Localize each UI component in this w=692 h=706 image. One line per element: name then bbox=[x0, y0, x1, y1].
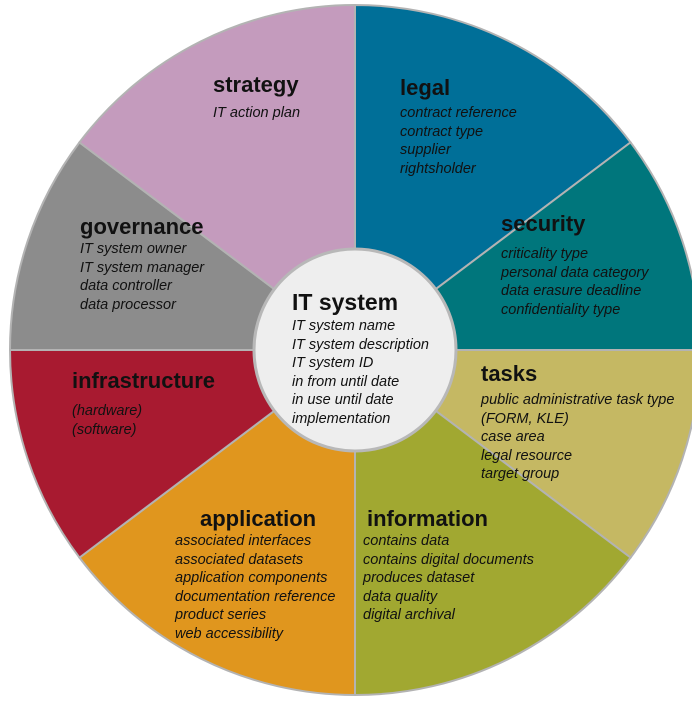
segment-legal-wedge bbox=[354, 3, 632, 353]
item-text: IT system manager bbox=[80, 259, 205, 276]
item-text: (hardware) bbox=[72, 403, 143, 419]
segment-application-wedge bbox=[78, 347, 356, 697]
item-text: rightsholder bbox=[400, 160, 476, 177]
item-text: public administrative task type bbox=[481, 392, 675, 408]
item-text: criticality type bbox=[501, 246, 589, 262]
item-text: supplier bbox=[400, 142, 451, 159]
security-items: criticality type personal data category da… bbox=[501, 245, 649, 319]
item-text: associated interfaces bbox=[175, 533, 312, 549]
application-items: associated interfaces associated datasets… bbox=[175, 532, 335, 644]
segment-security: security criticality type personal data c… bbox=[501, 211, 649, 319]
item-text: application components bbox=[175, 570, 328, 587]
segment-governance: governance IT system owner IT system mana… bbox=[80, 214, 204, 314]
item-text: confidentiality type bbox=[501, 301, 621, 318]
legal-title: legal bbox=[400, 75, 451, 100]
segment-information-wedge bbox=[354, 347, 632, 697]
strategy-items: IT action plan bbox=[213, 104, 300, 123]
item-text: data erasure deadline bbox=[501, 283, 642, 300]
item-text: personal data category bbox=[501, 264, 649, 281]
segment-infrastructure: infrastructure (hardware) (software) bbox=[72, 368, 215, 439]
item-text: web accessibility bbox=[175, 625, 283, 642]
governance-items: IT system owner IT system manager data con… bbox=[80, 240, 204, 314]
segment-application: application associated interfaces associa… bbox=[175, 506, 335, 644]
item-text: (software) bbox=[72, 421, 137, 438]
item-text: IT system owner bbox=[80, 241, 187, 257]
item-text: contains data bbox=[363, 533, 450, 549]
application-title: application bbox=[200, 506, 317, 531]
infrastructure-items: (hardware) (software) bbox=[72, 402, 215, 439]
item-text: associated datasets bbox=[175, 551, 304, 568]
information-title: information bbox=[367, 506, 488, 531]
governance-title: governance bbox=[80, 214, 204, 239]
item-text: contract type bbox=[400, 123, 484, 140]
item-text: case area bbox=[481, 429, 545, 446]
item-text: contains digital documents bbox=[363, 551, 534, 568]
center-hub bbox=[252, 247, 458, 453]
center-items: IT system name IT system description IT sy… bbox=[292, 317, 429, 429]
item-text: product series bbox=[175, 607, 267, 624]
item-text: target group bbox=[481, 466, 560, 483]
segment-legal: legal contract reference contract type sup… bbox=[400, 75, 517, 178]
center-title: IT system bbox=[292, 289, 399, 315]
infrastructure-title: infrastructure bbox=[72, 368, 216, 393]
strategy-title: strategy bbox=[213, 72, 299, 97]
item-text: IT system description bbox=[292, 336, 429, 353]
item-text: in from until date bbox=[292, 373, 400, 390]
item-text: data quality bbox=[363, 588, 438, 605]
information-items: contains data contains digital documents p… bbox=[363, 532, 534, 625]
center-text: IT system IT system name IT system descri… bbox=[292, 289, 429, 429]
item-text: digital archival bbox=[363, 607, 455, 624]
item-text: IT system name bbox=[292, 318, 396, 334]
item-text: data processor bbox=[80, 296, 176, 313]
segment-strategy-wedge bbox=[78, 3, 356, 353]
item-text: IT action plan bbox=[213, 105, 301, 121]
tasks-title: tasks bbox=[481, 361, 538, 386]
security-title: security bbox=[501, 211, 586, 236]
segment-information: information contains data contains digita… bbox=[363, 506, 534, 625]
legal-items: contract reference contract type supplier r… bbox=[400, 104, 517, 178]
item-text: documentation reference bbox=[175, 588, 336, 605]
item-text: contract reference bbox=[400, 105, 517, 121]
segment-tasks: tasks public administrative task type (FO… bbox=[481, 361, 674, 484]
item-text: in use until date bbox=[292, 392, 394, 409]
item-text: data controller bbox=[80, 278, 172, 295]
item-text: produces dataset bbox=[363, 570, 475, 587]
item-text: (FORM, KLE) bbox=[481, 410, 569, 427]
tasks-items: public administrative task type (FORM, KL… bbox=[481, 391, 674, 484]
item-text: legal resource bbox=[481, 447, 573, 464]
item-text: implementation bbox=[292, 410, 391, 427]
segment-strategy: strategy IT action plan bbox=[213, 72, 300, 123]
item-text: IT system ID bbox=[292, 355, 374, 372]
